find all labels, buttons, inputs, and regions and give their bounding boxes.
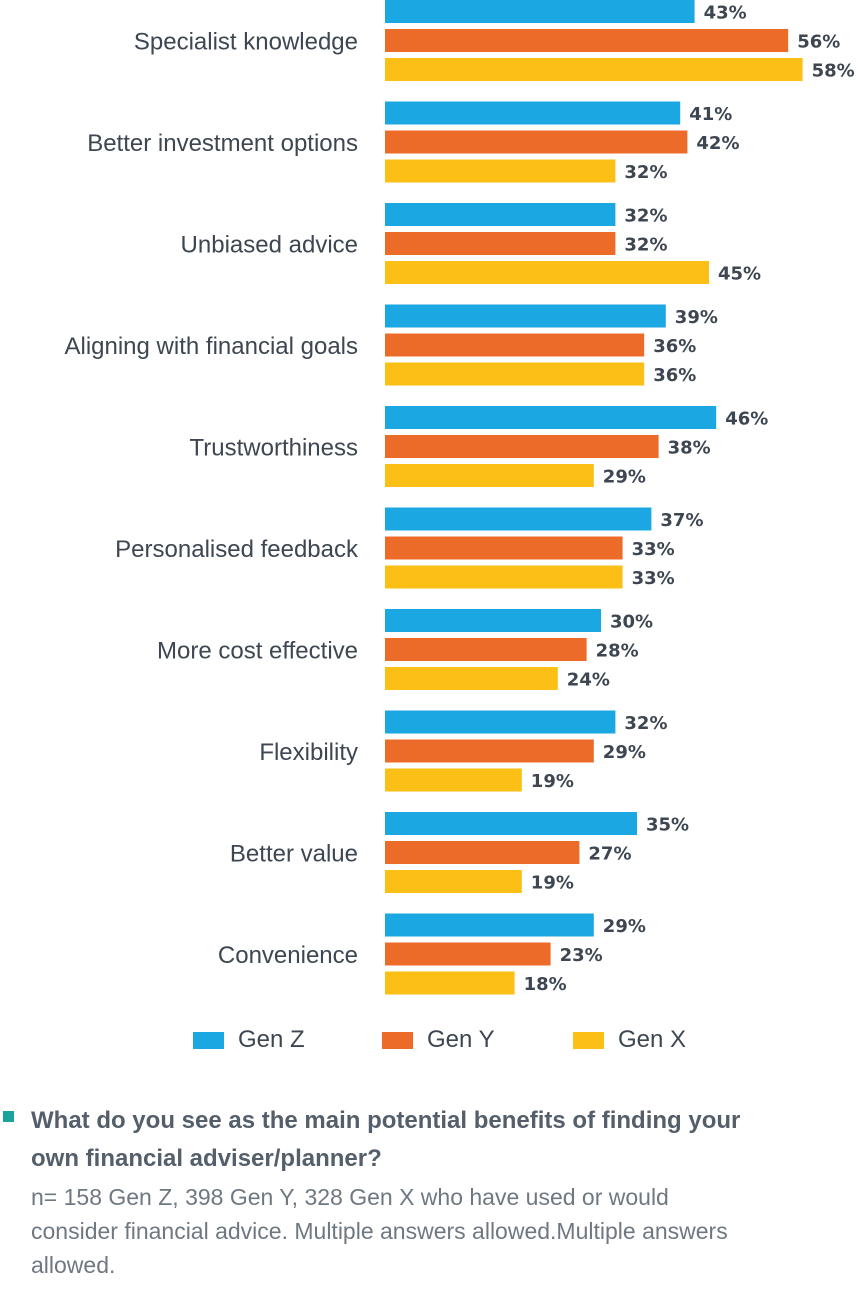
category-label: Personalised feedback [115, 536, 359, 563]
bar-gen-x [385, 464, 594, 487]
bar-gen-z [385, 914, 594, 937]
bar-gen-z [385, 609, 601, 632]
bar-gen-z [385, 508, 651, 531]
bar-gen-x [385, 58, 803, 81]
data-label-gen-y: 36% [653, 336, 696, 357]
data-label-gen-z: 37% [660, 510, 703, 531]
sample-note: n= 158 Gen Z, 398 Gen Y, 328 Gen X who h… [31, 1180, 751, 1282]
legend-label-gen-x: Gen X [618, 1026, 686, 1054]
bar-gen-y [385, 841, 579, 864]
data-label-gen-x: 19% [531, 873, 574, 894]
footer-marker [3, 1111, 14, 1122]
data-label-gen-y: 32% [624, 235, 667, 256]
bar-gen-z [385, 711, 615, 734]
category-label: More cost effective [157, 638, 358, 665]
bar-gen-z [385, 812, 637, 835]
bar-gen-y [385, 131, 687, 154]
bar-gen-y [385, 740, 594, 763]
bar-gen-z [385, 102, 680, 125]
legend-item-gen-y: Gen Y [382, 1026, 495, 1054]
data-label-gen-z: 35% [646, 815, 689, 836]
chart-legend: Gen Z Gen Y Gen X [0, 1026, 858, 1058]
bar-gen-x [385, 363, 644, 386]
bar-group-more-cost-effective: More cost effective 30% 28% 24% [157, 609, 653, 691]
data-label-gen-x: 33% [632, 568, 675, 589]
data-label-gen-y: 29% [603, 742, 646, 763]
legend-swatch-gen-x [573, 1032, 604, 1049]
data-label-gen-z: 43% [704, 3, 747, 24]
survey-question: What do you see as the main potential be… [31, 1102, 751, 1178]
bar-gen-z [385, 0, 695, 23]
data-label-gen-z: 39% [675, 307, 718, 328]
bar-gen-y [385, 232, 615, 255]
legend-label-gen-z: Gen Z [238, 1026, 305, 1054]
bar-gen-z [385, 305, 666, 328]
data-label-gen-x: 29% [603, 467, 646, 488]
data-label-gen-y: 56% [797, 32, 840, 53]
bar-gen-y [385, 435, 659, 458]
legend-label-gen-y: Gen Y [427, 1026, 495, 1054]
bar-group-specialist-knowledge: Specialist knowledge 43% 56% 58% [134, 0, 855, 82]
bar-gen-y [385, 638, 587, 661]
data-label-gen-y: 42% [696, 133, 739, 154]
data-label-gen-z: 46% [725, 409, 768, 430]
legend-item-gen-z: Gen Z [193, 1026, 305, 1054]
data-label-gen-z: 32% [624, 206, 667, 227]
bar-gen-x [385, 972, 515, 995]
bar-gen-x [385, 160, 615, 183]
legend-item-gen-x: Gen X [573, 1026, 686, 1054]
data-label-gen-x: 45% [718, 264, 761, 285]
data-label-gen-y: 27% [588, 844, 631, 865]
data-label-gen-z: 32% [624, 713, 667, 734]
bar-group-convenience: Convenience 29%23% 18% [218, 914, 646, 996]
category-label: Better value [230, 841, 358, 868]
data-label-gen-x: 36% [653, 365, 696, 386]
legend-swatch-gen-z [193, 1032, 224, 1049]
bar-group-better-value: Better value 35% 27% 19% [230, 812, 689, 894]
bar-gen-z [385, 406, 716, 429]
data-label-gen-x: 19% [531, 771, 574, 792]
bar-gen-y [385, 334, 644, 357]
data-label-gen-y: 28% [596, 641, 639, 662]
bar-group-better-investment-options: Better investment options 41% 42% 32% [87, 102, 739, 184]
legend-swatch-gen-y [382, 1032, 413, 1049]
bar-gen-x [385, 667, 558, 690]
bar-group-trustworthiness: Trustworthiness 46% 38% 29% [190, 406, 769, 488]
data-label-gen-z: 41% [689, 104, 732, 125]
data-label-gen-z: 29% [603, 916, 646, 937]
bar-gen-x [385, 769, 522, 792]
bar-gen-x [385, 870, 522, 893]
bar-gen-y [385, 29, 788, 52]
bar-group-flexibility: Flexibility 32% 29% 19% [259, 711, 667, 793]
bar-group-unbiased-advice: Unbiased advice 32% 32% 45% [181, 203, 762, 285]
bar-group-aligning-with-financial-goals: Aligning with financial goals 39% 36% 36% [64, 305, 717, 387]
bar-group-personalised-feedback: Personalised feedback 37% 33% 33% [115, 508, 703, 590]
category-label: Flexibility [259, 739, 358, 766]
category-label: Specialist knowledge [134, 29, 358, 56]
bar-gen-x [385, 566, 623, 589]
bar-gen-y [385, 943, 551, 966]
category-label: Unbiased advice [181, 232, 358, 259]
data-label-gen-z: 30% [610, 612, 653, 633]
bar-gen-y [385, 537, 623, 560]
data-label-gen-y: 38% [668, 438, 711, 459]
data-label-gen-x: 32% [624, 162, 667, 183]
category-label: Trustworthiness [190, 435, 359, 462]
bar-chart: Specialist knowledge 43% 56% 58% Better inve… [0, 0, 858, 1000]
category-label: Aligning with financial goals [64, 333, 358, 360]
data-label-gen-x: 58% [812, 61, 855, 82]
bar-gen-x [385, 261, 709, 284]
data-label-gen-x: 24% [567, 670, 610, 691]
data-label-gen-y: 33% [632, 539, 675, 560]
bar-gen-z [385, 203, 615, 226]
data-label-gen-x: 18% [524, 974, 567, 995]
category-label: Better investment options [87, 130, 358, 157]
data-label-gen-y: 23% [560, 945, 603, 966]
category-label: Convenience [218, 942, 358, 969]
